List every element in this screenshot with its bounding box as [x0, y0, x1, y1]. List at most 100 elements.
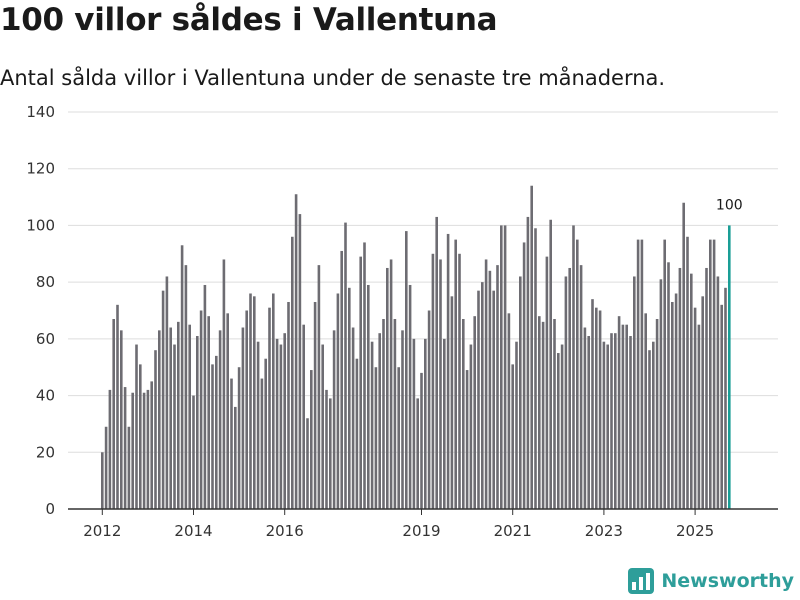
bar: [253, 296, 256, 509]
bar: [367, 284, 370, 509]
bar: [355, 358, 359, 509]
y-tick-label: 40: [36, 387, 55, 405]
bar: [218, 330, 222, 509]
bar: [165, 276, 169, 509]
bar: [534, 228, 537, 509]
bar: [405, 231, 408, 509]
bar: [199, 310, 203, 509]
bar: [389, 259, 393, 509]
bars: [101, 185, 731, 509]
bar: [180, 245, 184, 509]
bar: [500, 225, 503, 509]
bar: [298, 214, 302, 509]
bar: [283, 333, 286, 509]
bar: [697, 324, 701, 509]
bar: [720, 304, 723, 509]
bar: [526, 216, 530, 509]
bar: [336, 293, 340, 509]
bar: [640, 239, 644, 509]
bar: [378, 333, 381, 509]
bar: [484, 259, 488, 509]
bar: [579, 265, 583, 509]
bar: [663, 239, 666, 509]
bar: [177, 321, 180, 509]
bar: [279, 344, 283, 509]
bar: [522, 242, 526, 509]
bar: [481, 282, 484, 509]
x-tick-label: 2014: [174, 522, 212, 540]
bar: [203, 284, 207, 509]
bar: [321, 344, 324, 509]
bar: [363, 242, 366, 509]
bar: [146, 389, 150, 509]
bar: [382, 319, 385, 509]
bar: [583, 327, 587, 509]
bar: [291, 236, 294, 509]
bar: [705, 267, 708, 509]
bar: [420, 372, 423, 509]
bar: [332, 330, 336, 509]
bar: [230, 378, 233, 509]
bar: [264, 358, 267, 509]
bar: [576, 239, 579, 509]
bar: [215, 355, 218, 509]
bar: [310, 370, 313, 509]
bar: [671, 301, 674, 509]
bar: [154, 350, 157, 509]
x-tick-label: 2019: [402, 522, 440, 540]
bar: [462, 319, 465, 509]
bar: [458, 253, 461, 509]
bar: [127, 426, 131, 509]
bar: [503, 225, 507, 509]
bar: [359, 256, 362, 509]
bar: [519, 276, 522, 509]
x-tick-label: 2012: [83, 522, 121, 540]
bar: [667, 262, 670, 509]
bar: [712, 239, 716, 509]
bar: [682, 202, 685, 509]
bar: [572, 225, 575, 509]
brand-name: Newsworthy: [661, 570, 794, 592]
newsworthy-logo-icon: [628, 568, 655, 594]
bar: [412, 338, 416, 509]
bar: [325, 389, 328, 509]
bar: [101, 452, 104, 509]
bar: [131, 392, 134, 509]
bar: [435, 216, 438, 509]
bar: [386, 267, 389, 509]
bar: [275, 338, 279, 509]
bar: [397, 367, 400, 509]
x-tick-label: 2021: [494, 522, 532, 540]
bar: [196, 336, 199, 509]
bar: [245, 310, 248, 509]
bar: [454, 239, 457, 509]
bar: [416, 398, 419, 509]
bar: [374, 367, 378, 509]
bar: [545, 256, 549, 509]
y-tick-label: 20: [36, 443, 55, 461]
bar: [226, 313, 229, 509]
bar: [268, 307, 271, 509]
bar: [302, 324, 305, 509]
bar: [443, 338, 446, 509]
bar: [104, 426, 108, 509]
bar: [184, 265, 188, 509]
bar: [636, 239, 640, 509]
bar: [595, 307, 598, 509]
bar: [538, 316, 541, 509]
bar: [625, 324, 628, 509]
bar: [621, 324, 625, 509]
bar: [234, 406, 237, 509]
bar: [340, 250, 343, 509]
bar: [173, 344, 176, 509]
y-tick-label: 0: [45, 500, 55, 518]
bar: [591, 299, 594, 509]
x-tick-label: 2023: [585, 522, 623, 540]
bar: [587, 336, 590, 509]
bar-latest: [728, 225, 731, 509]
bar: [313, 301, 317, 509]
brand: Newsworthy: [628, 568, 794, 594]
bar: [469, 344, 473, 509]
bar: [678, 267, 682, 509]
